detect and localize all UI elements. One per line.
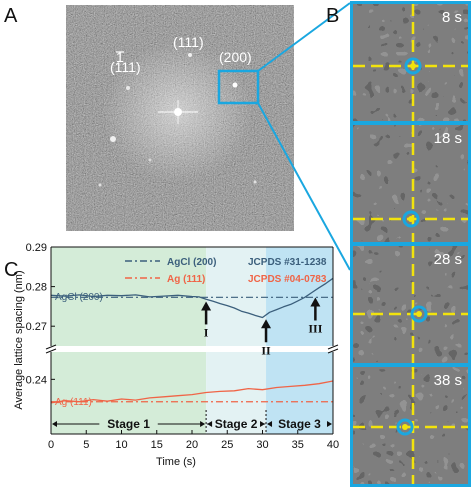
annotation-2: II bbox=[261, 319, 272, 357]
fft-image bbox=[66, 5, 294, 231]
annotation-label-1: I bbox=[204, 325, 209, 339]
stage-band-3 bbox=[266, 247, 333, 434]
particle-core bbox=[410, 63, 416, 69]
series-label-agcl: AgCl (200) bbox=[55, 292, 103, 303]
spot-label-111: (111) bbox=[173, 34, 204, 50]
annotation-label-3: III bbox=[308, 321, 322, 335]
frame-time-3: 28 s bbox=[434, 251, 462, 268]
stage-band-2 bbox=[206, 247, 267, 434]
legend-ag-ref: JCPDS #04-0783 bbox=[248, 274, 327, 285]
series-lines bbox=[51, 277, 333, 404]
reference-lines bbox=[51, 296, 333, 403]
y-tick-label: 0.28 bbox=[26, 282, 47, 294]
tracked-particle bbox=[396, 418, 414, 436]
frame-3: 28 s bbox=[353, 246, 468, 363]
frame-1: 8 s bbox=[353, 4, 468, 121]
frame-2: 18 s bbox=[353, 125, 468, 242]
series-ag bbox=[51, 380, 333, 404]
x-tick-label: 30 bbox=[256, 439, 268, 451]
legend-agcl-ref: JCPDS #31-1238 bbox=[248, 257, 327, 268]
tracked-particle bbox=[404, 57, 422, 75]
axis-break-marks bbox=[45, 344, 339, 354]
annotation-label-2: II bbox=[261, 343, 271, 357]
y-axis-label: Average lattice spacing (nm) bbox=[13, 270, 25, 409]
annotation-3: III bbox=[308, 297, 323, 335]
x-tick-label: 35 bbox=[292, 439, 304, 451]
stage-label-1: Stage 1 bbox=[107, 417, 150, 431]
y-tick-label: 0.27 bbox=[26, 321, 47, 333]
stage-label-3: Stage 3 bbox=[278, 417, 321, 431]
tracked-particle bbox=[402, 210, 420, 228]
particle-core bbox=[402, 424, 408, 430]
spot-label-200: (200) bbox=[219, 49, 252, 65]
annotation-1: I bbox=[201, 301, 212, 339]
series-agcl bbox=[51, 277, 333, 319]
break-gap bbox=[51, 346, 333, 352]
legend-ag: Ag (111) bbox=[167, 274, 205, 285]
y-tick-label: 0.29 bbox=[26, 242, 47, 254]
frame-4: 38 s bbox=[353, 367, 468, 484]
spot-label-neg111-overbar-digit: 1 bbox=[116, 49, 124, 65]
stage-label-2: Stage 2 bbox=[215, 417, 258, 431]
x-tick-label: 15 bbox=[151, 439, 163, 451]
selection-box bbox=[217, 69, 260, 105]
frame-time-4: 38 s bbox=[434, 372, 462, 389]
legend-agcl: AgCl (200) bbox=[167, 257, 216, 268]
axis-ticks: 0 5 10 15 20 25 30 35 40 0.27 0.28 0.29 0.24 bbox=[26, 242, 340, 451]
x-tick-label: 0 bbox=[48, 439, 54, 451]
panel-b-letter: B bbox=[326, 5, 339, 27]
particle-core bbox=[408, 216, 414, 222]
stage-bands bbox=[51, 247, 333, 434]
frame-time-2: 18 s bbox=[434, 130, 462, 147]
panel-a-letter: A bbox=[4, 5, 18, 27]
panel-c-letter: C bbox=[4, 259, 18, 281]
x-axis-label: Time (s) bbox=[156, 456, 196, 468]
x-tick-label: 40 bbox=[327, 439, 339, 451]
spot-label-neg111-text: (111) bbox=[110, 59, 141, 75]
tracked-particle bbox=[410, 305, 428, 323]
particle-core bbox=[416, 311, 422, 317]
stage-labels: Stage 1 Stage 2 Stage 3 bbox=[52, 410, 332, 434]
x-tick-label: 25 bbox=[221, 439, 233, 451]
zoom-line-top bbox=[257, 2, 351, 72]
y-tick-label: 0.24 bbox=[26, 374, 47, 386]
frame-time-1: 8 s bbox=[442, 9, 462, 26]
series-label-ag: Ag (111) bbox=[55, 397, 92, 408]
panel-b-frames: 8 s 18 s 28 s 38 s bbox=[353, 4, 468, 484]
stage-1: Stage 1 bbox=[52, 417, 206, 431]
x-tick-label: 5 bbox=[83, 439, 89, 451]
zoom-line-bottom bbox=[257, 102, 351, 271]
chart-c: 0 5 10 15 20 25 30 35 40 0.27 0.28 0.29 0.24 Time (s… bbox=[13, 242, 339, 468]
legend: AgCl (200) JCPDS #31-1238 Ag (111) JCPDS… bbox=[125, 257, 327, 285]
x-tick-label: 20 bbox=[186, 439, 198, 451]
spot-label-neg111: (111) 1 bbox=[110, 49, 141, 75]
x-tick-label: 10 bbox=[115, 439, 127, 451]
stage-2: Stage 2 bbox=[206, 417, 266, 431]
stage-3: Stage 3 bbox=[267, 417, 332, 431]
